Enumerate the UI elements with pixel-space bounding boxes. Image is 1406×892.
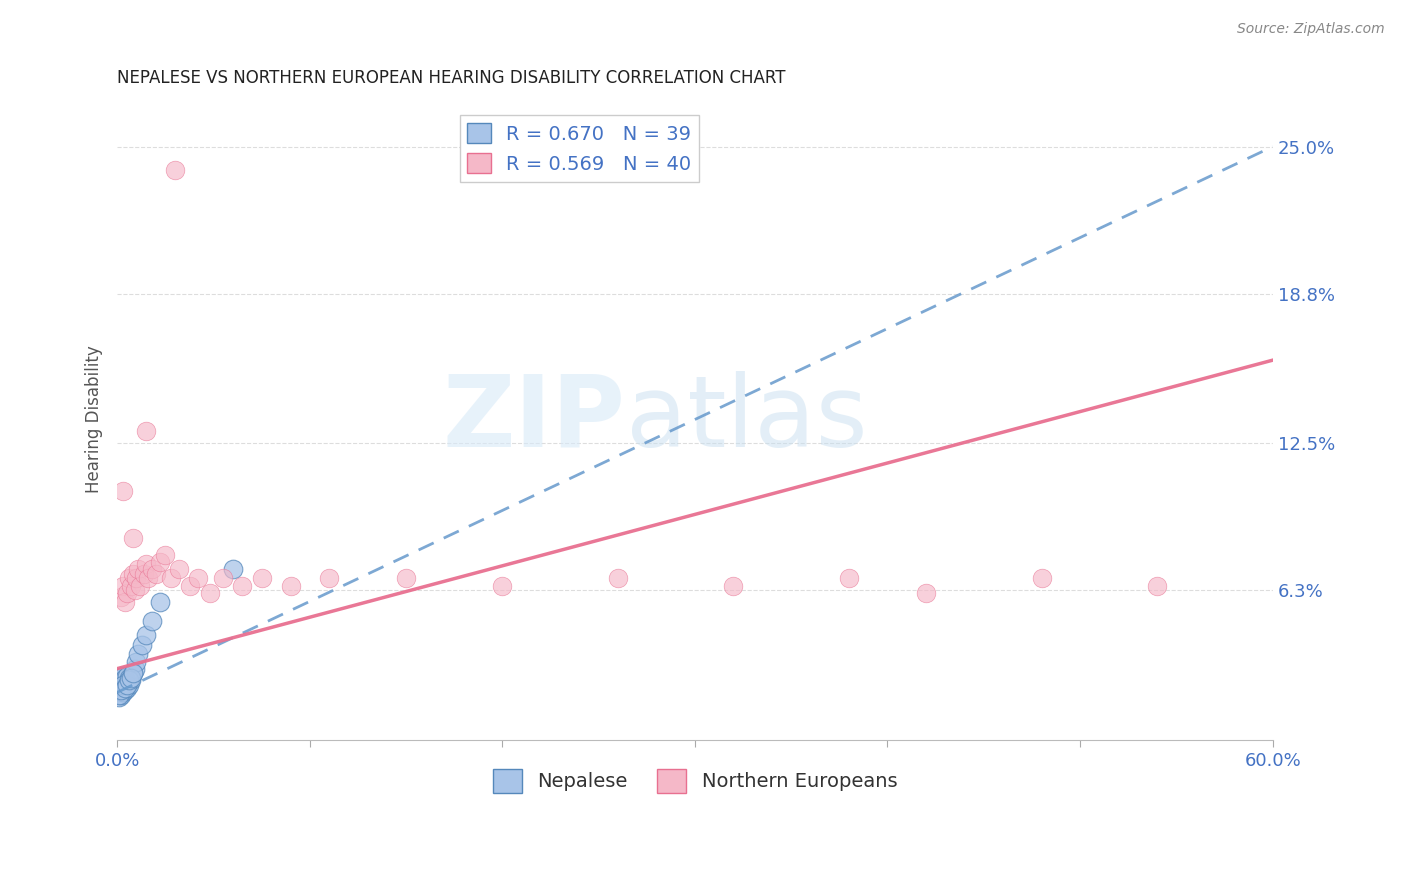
Point: [111, 578, 134, 592]
Point: [114, 671, 136, 685]
Point: [125, 572, 148, 586]
Text: ZIP: ZIP: [443, 371, 626, 468]
Point: [110, 681, 132, 695]
Point: [187, 572, 209, 586]
Point: [179, 578, 201, 592]
Point: [838, 572, 860, 586]
Point: [148, 595, 170, 609]
Point: [108, 678, 131, 692]
Point: [723, 578, 745, 592]
Point: [115, 585, 138, 599]
Text: NEPALESE VS NORTHERN EUROPEAN HEARING DISABILITY CORRELATION CHART: NEPALESE VS NORTHERN EUROPEAN HEARING DI…: [117, 69, 786, 87]
Point: [111, 678, 134, 692]
Point: [111, 681, 134, 695]
Point: [120, 673, 142, 688]
Point: [115, 681, 138, 695]
Point: [111, 685, 134, 699]
Point: [222, 562, 245, 576]
Legend: Nepalese, Northern Europeans: Nepalese, Northern Europeans: [485, 761, 905, 800]
Point: [145, 566, 167, 581]
Point: [163, 163, 186, 178]
Point: [118, 673, 141, 688]
Point: [148, 555, 170, 569]
Point: [125, 655, 148, 669]
Point: [110, 688, 132, 702]
Point: [135, 628, 157, 642]
Point: [141, 562, 163, 576]
Point: [121, 531, 143, 545]
Point: [160, 572, 183, 586]
Point: [118, 678, 141, 692]
Point: [155, 548, 177, 562]
Point: [231, 578, 253, 592]
Text: Source: ZipAtlas.com: Source: ZipAtlas.com: [1237, 22, 1385, 37]
Point: [114, 681, 136, 695]
Point: [1146, 578, 1168, 592]
Point: [124, 662, 146, 676]
Point: [115, 669, 138, 683]
Point: [606, 572, 628, 586]
Point: [121, 666, 143, 681]
Point: [114, 678, 136, 692]
Point: [118, 572, 141, 586]
Point: [198, 585, 221, 599]
Point: [108, 685, 131, 699]
Point: [318, 572, 340, 586]
Point: [118, 671, 141, 685]
Point: [115, 678, 138, 692]
Point: [120, 671, 142, 685]
Point: [110, 591, 132, 605]
Point: [115, 676, 138, 690]
Point: [395, 572, 418, 586]
Point: [127, 648, 149, 662]
Point: [915, 585, 938, 599]
Point: [110, 676, 132, 690]
Point: [280, 578, 302, 592]
Point: [250, 572, 273, 586]
Point: [108, 690, 131, 705]
Point: [120, 578, 142, 592]
Y-axis label: Hearing Disability: Hearing Disability: [86, 345, 103, 493]
Point: [108, 683, 131, 698]
Point: [1031, 572, 1053, 586]
Point: [134, 566, 156, 581]
Point: [111, 483, 134, 498]
Point: [111, 673, 134, 688]
Point: [167, 562, 190, 576]
Point: [135, 558, 157, 572]
Point: [121, 666, 143, 681]
Point: [127, 562, 149, 576]
Point: [107, 681, 129, 695]
Point: [212, 572, 235, 586]
Point: [141, 614, 163, 628]
Point: [124, 583, 146, 598]
Point: [136, 572, 159, 586]
Point: [491, 578, 513, 592]
Point: [114, 683, 136, 698]
Point: [131, 638, 153, 652]
Point: [110, 683, 132, 698]
Point: [121, 566, 143, 581]
Point: [135, 425, 157, 439]
Point: [108, 688, 131, 702]
Point: [114, 595, 136, 609]
Point: [129, 578, 152, 592]
Point: [111, 669, 134, 683]
Text: atlas: atlas: [626, 371, 868, 468]
Point: [110, 671, 132, 685]
